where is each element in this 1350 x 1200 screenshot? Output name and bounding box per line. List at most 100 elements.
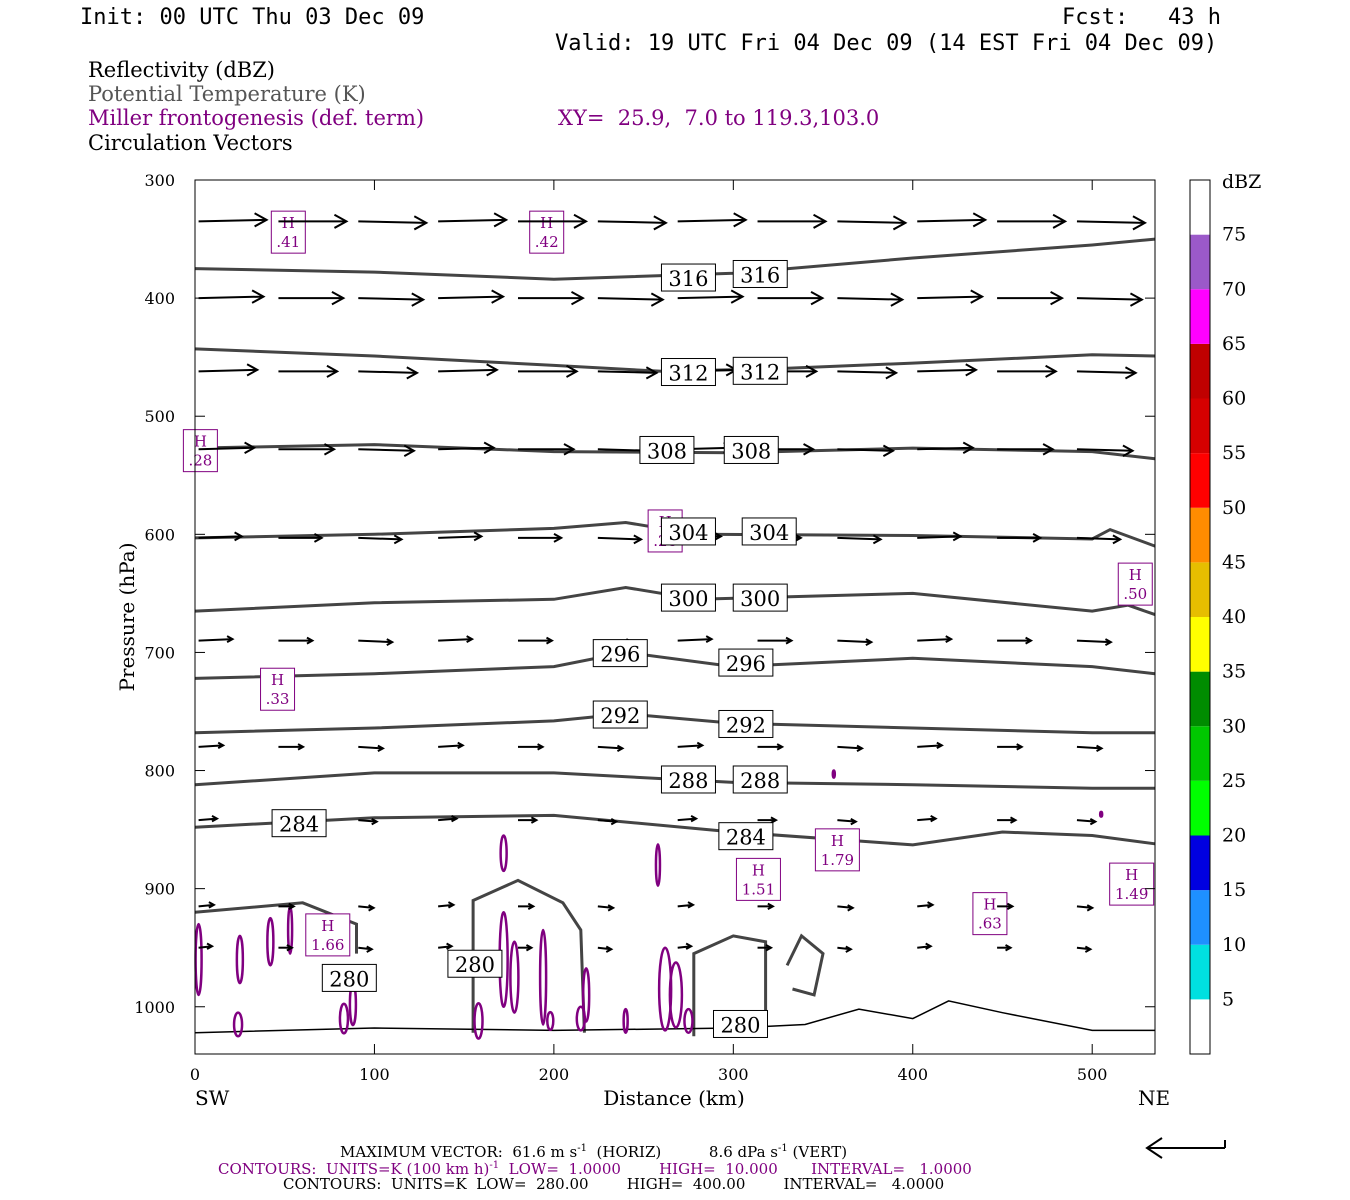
vector-head xyxy=(234,531,244,542)
fronto-contour xyxy=(668,961,684,1029)
vector-head xyxy=(473,531,484,542)
vector-shaft xyxy=(917,368,976,373)
vector-head xyxy=(254,212,269,228)
theta-label-box xyxy=(639,435,695,464)
vector-head xyxy=(850,818,858,826)
fronto-max-value: 1.66 xyxy=(311,936,344,954)
vector-head xyxy=(847,904,855,912)
theta-label-text: 280 xyxy=(720,1013,760,1037)
vector-head xyxy=(1052,213,1068,229)
vector-shaft xyxy=(597,819,617,823)
vector-shaft xyxy=(358,536,402,541)
vector-head xyxy=(393,534,404,545)
vector-shaft xyxy=(358,297,424,301)
vector-head xyxy=(571,290,585,306)
fronto-contour xyxy=(654,843,662,887)
vector-head xyxy=(1089,818,1098,826)
y-tick-label: 600 xyxy=(144,525,175,544)
vector-shaft xyxy=(677,295,743,300)
vector-head xyxy=(610,818,619,826)
vector-shaft xyxy=(917,817,936,822)
theta-label-text: 288 xyxy=(668,769,708,793)
vector-head xyxy=(803,443,816,456)
vector-head xyxy=(1096,744,1104,753)
vector-head xyxy=(483,441,496,454)
vector-head xyxy=(525,944,534,952)
vector-head xyxy=(1084,945,1093,953)
vector-shaft xyxy=(1076,819,1096,823)
colorbar-label: 25 xyxy=(1222,770,1246,792)
vector-head xyxy=(563,443,576,456)
theta-label-box xyxy=(732,583,788,612)
vector-shaft xyxy=(438,817,457,822)
colorbar-label: 50 xyxy=(1222,497,1246,519)
axes: 0 100 200 300 400 500 300 400 500 600 700 800 900 100… xyxy=(134,171,1155,1084)
colorbar-label: 55 xyxy=(1222,442,1246,464)
theta-label-text: 296 xyxy=(726,652,766,676)
vector-head xyxy=(226,635,235,643)
vector-shaft xyxy=(677,817,697,822)
vector-shaft xyxy=(837,448,894,452)
vector-shaft xyxy=(1076,639,1111,644)
dbz-colorbar: 5 10 15 20 25 30 35 40 45 50 55 60 65 70 75 dBZ xyxy=(1189,171,1261,1055)
theta-label-box xyxy=(712,1009,768,1038)
vector-shaft xyxy=(917,218,986,223)
colorbar-segment xyxy=(1190,671,1210,727)
colorbar-segment xyxy=(1190,562,1210,617)
vector-shaft xyxy=(837,536,881,541)
plot-frame xyxy=(194,179,1156,1055)
vector-head xyxy=(331,290,346,306)
vector-head xyxy=(447,901,456,909)
fronto-contour xyxy=(266,916,275,967)
y-tick-label: 300 xyxy=(144,171,175,190)
fronto-contour xyxy=(232,1011,244,1038)
theta-label-text: 304 xyxy=(668,521,708,545)
cross-section-coords: XY= 25.9, 7.0 to 119.3,103.0 xyxy=(558,106,880,130)
vector-shaft xyxy=(198,218,267,223)
fronto-max-box xyxy=(260,667,296,711)
fronto-max-value: .28 xyxy=(188,452,212,470)
vector-head xyxy=(403,444,416,457)
vector-head xyxy=(770,816,779,824)
vector-shaft xyxy=(597,745,623,750)
vector-head xyxy=(865,638,874,646)
vector-head xyxy=(925,942,933,950)
vector-head xyxy=(1122,444,1135,457)
vector-head xyxy=(805,364,819,378)
theta-label-text: 308 xyxy=(731,439,771,463)
vector-shaft xyxy=(358,370,418,374)
fronto-max-box xyxy=(305,913,351,957)
vector-shaft xyxy=(917,903,933,908)
vector-head xyxy=(297,743,306,751)
vector-head xyxy=(1112,534,1123,545)
vector-shaft xyxy=(837,297,903,301)
x-axis-label: Distance (km) xyxy=(603,1086,745,1110)
vector-head xyxy=(1016,743,1024,751)
vector-head xyxy=(377,744,385,753)
vector-head xyxy=(1104,638,1113,646)
fronto-max-h: H xyxy=(752,861,765,879)
theta-label-text: 280 xyxy=(455,953,495,977)
vector-head xyxy=(1050,290,1065,306)
vector-shaft xyxy=(438,535,482,539)
theta-label-text: 300 xyxy=(668,587,708,611)
vector-shaft xyxy=(597,297,663,301)
vector-shaft xyxy=(198,638,233,642)
vector-shaft xyxy=(917,638,952,642)
vector-head xyxy=(616,744,625,753)
vector-shaft xyxy=(358,819,377,823)
vector-head xyxy=(785,636,794,645)
surface-line xyxy=(194,1000,1155,1034)
vector-head xyxy=(286,944,294,952)
legend-frontogenesis: Miller frontogenesis (def. term) xyxy=(88,106,425,130)
fronto-max-value: .33 xyxy=(266,690,290,708)
fronto-contour xyxy=(194,922,203,997)
vector-head xyxy=(446,942,454,950)
theta-closed-contour xyxy=(692,934,768,1037)
theta-label-box xyxy=(447,949,503,978)
y-tick-label: 900 xyxy=(144,880,175,899)
fronto-max-box xyxy=(270,210,306,254)
theta-label-text: 300 xyxy=(740,587,780,611)
frontogenesis-contours: H.41H.42H.28H.28H.50H.33H1.79H1.51H1.66H… xyxy=(182,210,1155,1040)
